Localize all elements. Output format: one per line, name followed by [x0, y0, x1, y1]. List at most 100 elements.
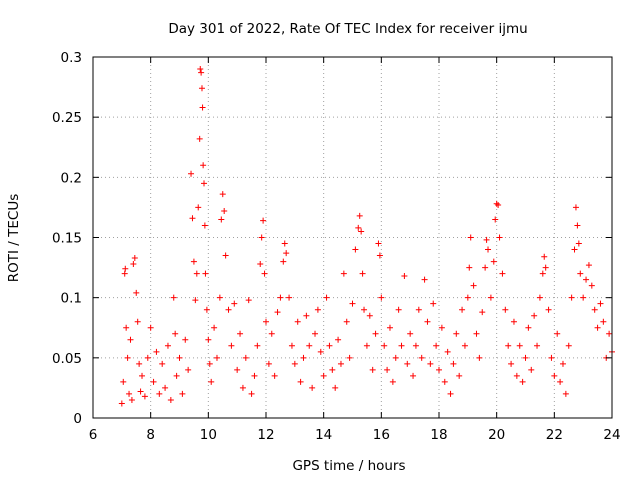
y-tick-label: 0.05 [52, 351, 82, 367]
data-point [198, 69, 205, 76]
data-point [208, 378, 215, 385]
data-point [476, 354, 483, 361]
data-point [288, 342, 295, 349]
data-point [218, 216, 225, 223]
data-point [120, 378, 127, 385]
chart-title: Day 301 of 2022, Rate Of TEC Index for r… [168, 21, 527, 37]
data-point [444, 348, 451, 355]
x-tick-label: 20 [488, 427, 505, 443]
data-point [418, 354, 425, 361]
x-tick-label: 10 [200, 427, 217, 443]
y-axis-label: ROTI / TECUs [6, 194, 22, 282]
data-point [312, 330, 319, 337]
data-point [263, 318, 269, 325]
data-point [565, 342, 572, 349]
data-point [300, 354, 307, 361]
data-point [600, 318, 607, 325]
data-point [356, 212, 363, 219]
data-point [447, 390, 454, 397]
data-point [375, 240, 382, 247]
data-point [121, 270, 128, 277]
data-point [231, 300, 238, 307]
data-point [541, 253, 548, 260]
data-point [156, 390, 163, 397]
data-point [412, 342, 419, 349]
data-point [201, 180, 208, 187]
data-point [536, 294, 543, 301]
data-points [118, 66, 615, 407]
data-point [366, 312, 373, 319]
data-point [203, 306, 210, 313]
data-point [326, 342, 333, 349]
data-point [473, 330, 480, 337]
data-point [219, 191, 226, 198]
data-point [395, 306, 402, 313]
x-tick-label: 8 [146, 427, 155, 443]
data-point [237, 330, 244, 337]
x-tick-label: 22 [546, 427, 563, 443]
data-point [283, 250, 290, 257]
data-point [176, 354, 183, 361]
data-point [254, 342, 261, 349]
data-point [508, 360, 515, 367]
data-point [490, 258, 497, 265]
data-point [376, 252, 383, 259]
data-point [242, 354, 249, 361]
data-point [482, 264, 489, 271]
data-point [239, 384, 246, 391]
data-point [487, 294, 494, 301]
data-point [516, 342, 523, 349]
data-point [568, 294, 575, 301]
data-point [381, 342, 388, 349]
data-point [597, 300, 604, 307]
data-point [261, 270, 268, 277]
data-point [361, 306, 368, 313]
data-point [459, 306, 466, 313]
data-point [213, 354, 220, 361]
data-point [127, 336, 134, 343]
data-point [280, 258, 287, 265]
data-point [317, 348, 324, 355]
data-point [499, 270, 506, 277]
data-point [126, 390, 133, 397]
data-point [548, 354, 555, 361]
data-point [580, 294, 587, 301]
data-point [427, 360, 434, 367]
x-tick-label: 24 [603, 427, 620, 443]
data-point [588, 282, 595, 289]
data-point [450, 360, 457, 367]
data-point [303, 312, 310, 319]
data-point [407, 330, 414, 337]
data-point [513, 372, 520, 379]
data-point [248, 390, 255, 397]
data-point [137, 388, 144, 395]
data-point [483, 236, 490, 243]
data-point [424, 318, 431, 325]
plot-frame [92, 56, 613, 419]
data-point [286, 294, 293, 301]
data-point [585, 262, 592, 269]
data-point [349, 300, 356, 307]
data-point [197, 66, 204, 73]
data-point [199, 104, 206, 111]
data-point [124, 354, 131, 361]
data-point [260, 217, 267, 224]
data-point [441, 378, 448, 385]
data-point [133, 289, 140, 296]
data-point [271, 372, 278, 379]
data-point [359, 270, 366, 277]
data-point [519, 378, 526, 385]
data-point [467, 234, 474, 241]
data-point [309, 384, 316, 391]
data-point [136, 360, 143, 367]
x-tick-label: 14 [315, 427, 332, 443]
data-point [323, 294, 330, 301]
data-point [200, 162, 207, 169]
data-point [179, 390, 186, 397]
data-point [170, 294, 177, 301]
data-point [141, 393, 148, 400]
data-point [551, 372, 558, 379]
data-point [332, 384, 339, 391]
data-point [150, 378, 157, 385]
